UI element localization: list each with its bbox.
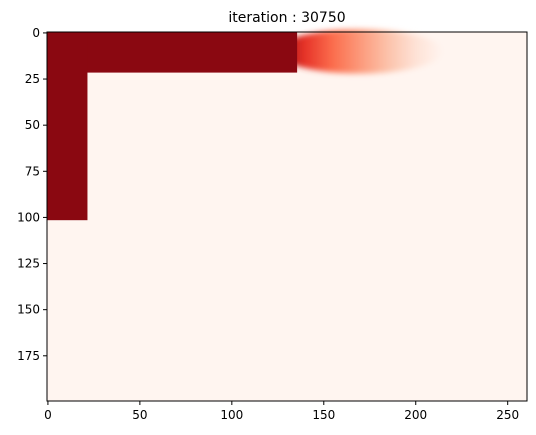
chart-title: iteration : 30750 (228, 10, 345, 26)
y-tick-label: 0 (32, 26, 40, 40)
heatmap-background (47, 32, 527, 401)
y-tick-label: 125 (17, 257, 40, 271)
heatmap-plume (276, 29, 444, 74)
plot-frame (46, 31, 528, 402)
y-tick-label: 25 (25, 72, 40, 86)
heatmap-layer (47, 29, 527, 401)
heatmap-region-top-channel (47, 32, 298, 73)
x-tick-label: 150 (312, 408, 335, 422)
x-tick-label: 200 (404, 408, 427, 422)
y-axis: 0 25 50 75 100 125 150 175 (17, 26, 47, 363)
heatmap-region-left-channel (47, 32, 88, 221)
y-tick-label: 50 (25, 118, 40, 132)
x-tick-label: 0 (44, 408, 52, 422)
y-tick-label: 150 (17, 303, 40, 317)
y-tick-label: 75 (25, 164, 40, 178)
x-axis: 0 50 100 150 200 250 (44, 401, 519, 422)
x-tick-label: 100 (220, 408, 243, 422)
y-tick-label: 100 (17, 210, 40, 224)
y-tick-label: 175 (17, 349, 40, 363)
x-tick-label: 50 (132, 408, 147, 422)
x-tick-label: 250 (496, 408, 519, 422)
